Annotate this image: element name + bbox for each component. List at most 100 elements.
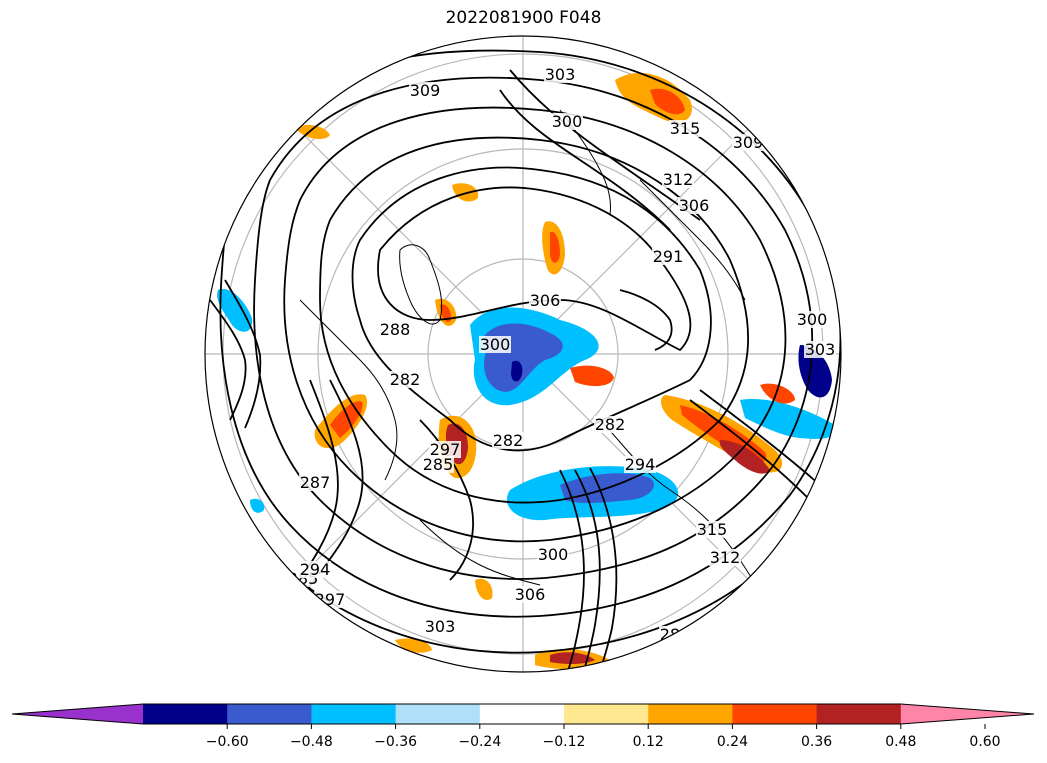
colorbar-segment (564, 704, 649, 724)
contour-label-background (652, 248, 684, 265)
contour-label-background (422, 456, 454, 473)
positive-anomaly-west-band-core (330, 401, 363, 438)
colorbar-segment (227, 704, 312, 724)
positive-anomaly-west-small-core (440, 304, 452, 323)
negative-anomaly-west (217, 289, 253, 332)
contour-line (509, 69, 701, 221)
colorbar-extend-max (900, 704, 1034, 724)
contour-label: 312 (710, 548, 741, 567)
colorbar-segment (732, 704, 818, 724)
contour-label-background (551, 113, 583, 130)
contour-label-background (696, 521, 728, 538)
contour-label-background (669, 120, 701, 137)
map-boundary (204, 35, 842, 673)
colorbar-segment (311, 704, 397, 724)
contour-label: 303 (425, 617, 456, 636)
positive-anomaly-central-east (570, 365, 614, 387)
contour-line (219, 49, 841, 618)
contour-line (253, 76, 814, 580)
contour-line (351, 166, 712, 452)
colorbar-tick-label: 0.36 (801, 734, 832, 750)
negative-anomaly-pole-min (511, 360, 523, 382)
contour-label: 285 (423, 455, 454, 474)
contour-line (499, 89, 671, 231)
positive-anomaly-alaska-core (719, 440, 770, 474)
contour-label: 294 (625, 455, 656, 474)
contour-label-background (594, 416, 626, 433)
negative-anomaly-east (740, 399, 836, 439)
contour-label: 309 (733, 133, 764, 152)
colorbar-segment (395, 704, 481, 724)
contour-label-background (514, 586, 546, 603)
contour-line (319, 136, 750, 504)
colorbar-tick-label: 0.24 (717, 734, 748, 750)
figure-title: 2022081900 F048 (445, 8, 602, 28)
contour-label: 303 (545, 65, 576, 84)
colorbar-tick-label: −0.36 (374, 734, 417, 750)
colorbar-tick-label: 0.12 (633, 734, 664, 750)
contour-line (574, 469, 601, 672)
contour-label-background (678, 197, 710, 214)
colorbar: −0.60 −0.48 −0.36 −0.24 −0.12 0.12 0.24 0.36 0.4… (11, 703, 1035, 750)
contour-label: 291 (653, 247, 684, 266)
colorbar-outline (11, 703, 1035, 725)
contour-label: 315 (670, 119, 701, 138)
colorbar-segment (648, 704, 733, 724)
positive-anomaly-north-small (452, 183, 479, 202)
colorbar-tick-label: −0.48 (290, 734, 333, 750)
contour-label-background (389, 371, 421, 388)
contour-label: 300 (552, 112, 583, 131)
contour-label-background (662, 171, 694, 188)
negative-anomaly-small-west (250, 498, 265, 513)
contour-line (224, 279, 262, 429)
colorbar-segment (479, 704, 565, 724)
coastline-europe (639, 179, 746, 301)
contour-label-background (624, 456, 656, 473)
contour-label: 312 (663, 170, 694, 189)
colorbar-segment (143, 704, 228, 724)
colorbar-extend-min (12, 704, 143, 724)
contour-label-background (804, 341, 836, 358)
contour-label-background (796, 311, 828, 328)
coastline-canada (299, 299, 398, 481)
positive-anomaly-top-right-core (650, 88, 685, 115)
contour-label-background (537, 546, 569, 563)
coastline-alaska (419, 519, 541, 586)
colorbar-tick-label: −0.60 (206, 734, 249, 750)
contour-line (699, 389, 841, 521)
contour-label: 309 (410, 81, 441, 100)
contour-label: 303 (805, 340, 836, 359)
contour-line (559, 469, 585, 672)
contour-line (619, 289, 673, 351)
coastline-greenland (399, 244, 443, 325)
contour-label-background (299, 474, 331, 491)
positive-anomaly-east-small (760, 383, 795, 404)
contour-label-background (529, 292, 561, 309)
anomaly-shading (217, 72, 836, 670)
colorbar-segment (816, 704, 902, 724)
contour-label-background (544, 66, 576, 83)
contour-label: 303 (290, 87, 321, 106)
contour-label: 288 (380, 320, 411, 339)
contour-line (209, 299, 247, 421)
positive-anomaly-southwest (475, 578, 493, 600)
positive-anomaly-left (295, 124, 330, 140)
colorbar-tick-label: −0.12 (543, 734, 586, 750)
colorbar-tick-label: −0.24 (458, 734, 501, 750)
contour-label-background (299, 561, 331, 578)
contour-label: 282 (595, 415, 626, 434)
contour-line (419, 419, 474, 581)
contour-label: 300 (480, 335, 511, 354)
contour-label-background (379, 321, 411, 338)
contour-labels: 309 303 300 303 315 309 312 306 291 300 303 306 300 2… (287, 65, 836, 644)
contour-label-background (492, 432, 524, 449)
contour-line (377, 186, 692, 352)
contour-label: 300 (538, 545, 569, 564)
contour-label-background (429, 441, 461, 458)
contour-label-background (709, 549, 741, 566)
contour-label: 294 (300, 560, 331, 579)
contour-label-background (409, 82, 441, 99)
map-disc: 309 303 300 303 315 309 312 306 291 300 303 306 300 2… (205, 36, 841, 672)
